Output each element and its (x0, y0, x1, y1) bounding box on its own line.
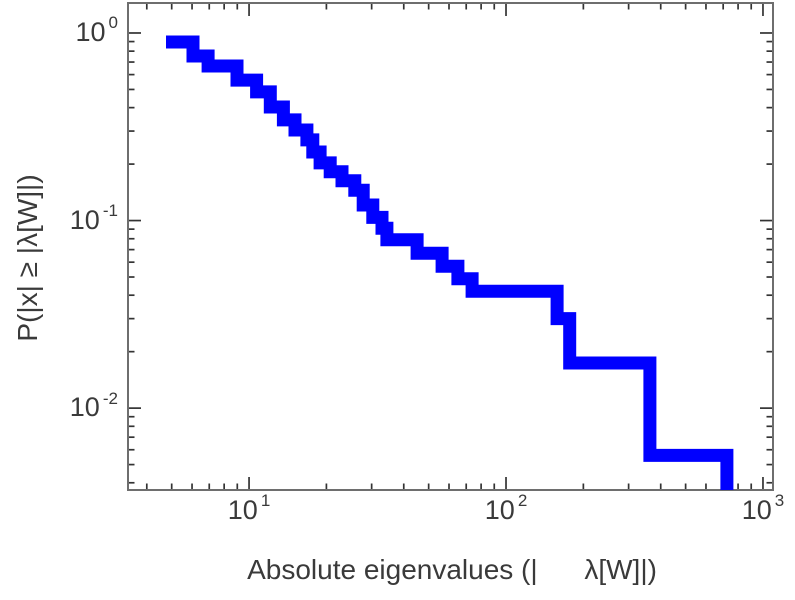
tick-exponent: -1 (102, 200, 118, 220)
tick-base: 10 (69, 204, 100, 235)
x-tick-label-1e3: 10 3 (741, 492, 785, 525)
tick-base: 10 (484, 495, 515, 525)
eigenvalue-ccdf-curve (166, 35, 734, 490)
y-tick-label-1e-2: 10 -2 (69, 390, 118, 423)
x-tick-label-1e2: 10 2 (484, 492, 528, 525)
tick-base: 10 (75, 16, 106, 47)
x-tick-label-1e1: 10 1 (227, 492, 271, 525)
tick-base: 10 (741, 495, 772, 525)
tick-exponent: 0 (108, 13, 118, 33)
tick-exponent: -2 (102, 388, 118, 408)
y-axis-title: P(|x| ≥ |λ[W]|) (12, 174, 43, 342)
tick-exponent: 3 (774, 491, 785, 511)
tick-exponent: 2 (517, 491, 528, 511)
tick-base: 10 (69, 392, 100, 423)
tick-exponent: 1 (260, 491, 271, 511)
x-axis-title: Absolute eigenvalues (| λ[W]|) (247, 554, 657, 585)
y-tick-label-1e0: 10 0 (75, 14, 118, 47)
y-tick-label-1e-1: 10 -1 (69, 202, 118, 235)
plot-frame (127, 2, 774, 491)
axis-tick-marks (128, 3, 773, 490)
tick-base: 10 (227, 495, 258, 525)
